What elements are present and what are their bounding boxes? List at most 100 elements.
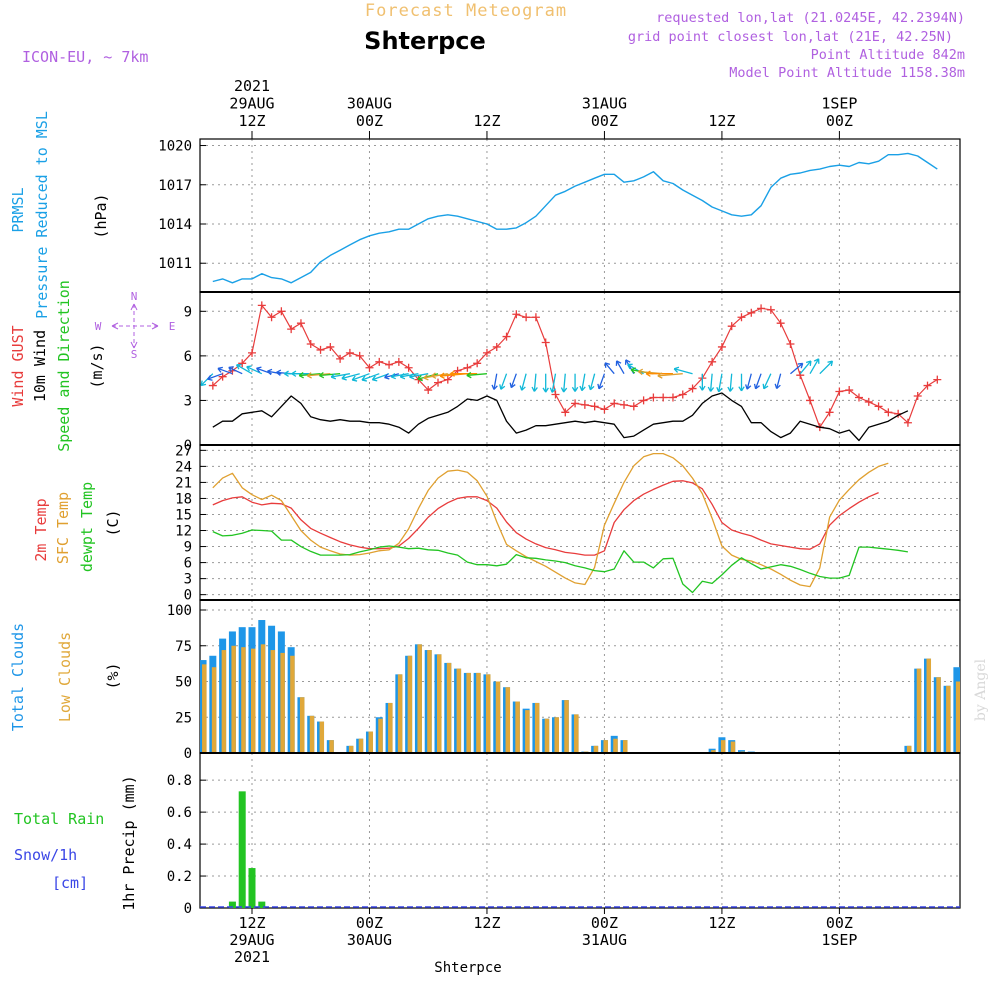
low-cloud-bar (534, 702, 540, 753)
low-cloud-bar (603, 740, 608, 753)
wind-arrow-head (276, 369, 282, 376)
wind-gust-marker (708, 357, 717, 366)
total-clouds-label: Total Clouds (9, 623, 27, 731)
wind-arrow-head (797, 362, 804, 369)
wind-arrow-head (645, 370, 651, 377)
wind-arrow-head (630, 367, 637, 374)
low-cloud-bar (358, 738, 364, 753)
temp-dewpt-label: dewpt Temp (78, 482, 96, 572)
pressure-panel: 1020 1017 1014 1011 (158, 138, 961, 293)
wind-arrow-head (284, 370, 289, 377)
wind-ytick-label: 9 (184, 304, 192, 320)
wind-gust-marker (884, 408, 893, 417)
low-cloud-bar (270, 650, 276, 753)
wind-arrow-head (330, 373, 337, 380)
wind-gust-marker (355, 351, 364, 360)
top-time-label: 31AUG (582, 95, 627, 113)
wind-10m-label: 10m Wind (31, 330, 49, 402)
low-clouds-label: Low Clouds (56, 632, 74, 722)
watermark: by Angel (973, 658, 989, 721)
temp-2m-label: 2m Temp (32, 498, 50, 561)
low-cloud-bar (955, 681, 960, 753)
wind-arrow-shaft (746, 373, 752, 390)
low-cloud-bar (446, 662, 452, 753)
low-cloud-bar (211, 667, 217, 753)
wind-arrow-head (637, 368, 644, 376)
hpa-label: (hPa) (92, 193, 110, 238)
wind-arrow-head (200, 380, 207, 387)
wind-arrow-head (624, 359, 631, 365)
bottom-time-label: 29AUG (229, 931, 274, 949)
top-time-label: 1SEP (821, 95, 857, 113)
wind-gust-marker (473, 359, 482, 368)
clouds-ytick-label: 50 (175, 675, 192, 691)
low-cloud-bar (485, 674, 491, 753)
compass-s: S (131, 348, 138, 361)
top-time-label: 12Z (708, 112, 735, 130)
wind-arrow-head (256, 366, 262, 373)
wind-compass: N S W E (95, 290, 176, 361)
wind-arrow-shaft (521, 373, 527, 391)
low-cloud-bar (720, 740, 726, 753)
total-rain-label: Total Rain (14, 810, 104, 828)
wind-arrow-head (217, 366, 223, 373)
low-cloud-bar (613, 738, 618, 753)
wind-arrow-shaft (361, 373, 380, 381)
wind-arrow-shaft (331, 373, 351, 378)
wind-gust-marker (277, 307, 286, 316)
wind-arrow-shaft (493, 373, 498, 390)
clouds-ytick-label: 25 (175, 710, 192, 726)
low-cloud-bar (515, 701, 520, 753)
low-cloud-bar (730, 741, 736, 753)
pressure-ytick-label: 1014 (158, 217, 192, 233)
low-cloud-bar (554, 717, 559, 753)
wind-arrow-shaft (351, 373, 370, 381)
wind-arrow-shaft (400, 373, 419, 378)
temp-ytick-label: 21 (175, 475, 192, 491)
low-cloud-bar (378, 718, 383, 753)
wind-arrow-shaft (510, 373, 517, 388)
clouds-panel: 100 75 50 25 0 (167, 599, 961, 762)
temp-ytick-label: 3 (184, 572, 192, 588)
wind-gust-marker (492, 342, 501, 351)
wind-arrow-shaft (417, 373, 439, 380)
temp-ytick-label: 9 (184, 540, 192, 556)
wind-gust-marker (678, 390, 687, 399)
wind-arrow-shaft (776, 373, 782, 389)
percent-label: (%) (104, 662, 122, 689)
precip-frame (199, 752, 961, 909)
rain-bar (258, 901, 266, 908)
wind-gust-marker (835, 387, 844, 396)
wind-arrow-head (762, 383, 769, 390)
wind-gust-marker (757, 304, 766, 313)
wind-gust-marker (316, 345, 325, 354)
wind-gust-marker (287, 325, 296, 334)
grid-point-coords: grid point closest lon,lat (21E, 42.25N) (628, 29, 953, 45)
bottom-time-label: 00Z (591, 914, 618, 932)
wind-gust-marker (796, 371, 805, 380)
wind-arrow-shaft (236, 364, 253, 375)
wind-ytick-label: 6 (184, 349, 192, 365)
wind-arrow-head (604, 362, 611, 368)
wind-arrow-head (627, 363, 633, 370)
clouds-ytick-label: 0 (184, 746, 192, 762)
requested-coords: requested lon,lat (21.0245E, 42.2394N) (656, 10, 965, 26)
wind-arrow-shaft (500, 373, 508, 390)
wind-arrow-head (774, 383, 781, 390)
low-cloud-bar (241, 647, 246, 753)
wind-arrow-shaft (763, 373, 772, 390)
low-cloud-bar (368, 731, 373, 753)
wind-arrow-head (318, 371, 325, 379)
wind-arrow-shaft (563, 373, 566, 393)
wind-gust-marker (238, 359, 247, 368)
wind-gust-marker (502, 332, 511, 341)
rain-bar (228, 901, 236, 908)
low-cloud-bar (466, 672, 471, 753)
wind-arrow-head (491, 384, 498, 390)
wind-gust-marker (208, 381, 217, 390)
wind-arrow-head (266, 368, 273, 376)
precip-panel: 0.8 0.6 0.4 0.2 0 (167, 752, 961, 917)
wind-arrow-head (827, 360, 834, 367)
